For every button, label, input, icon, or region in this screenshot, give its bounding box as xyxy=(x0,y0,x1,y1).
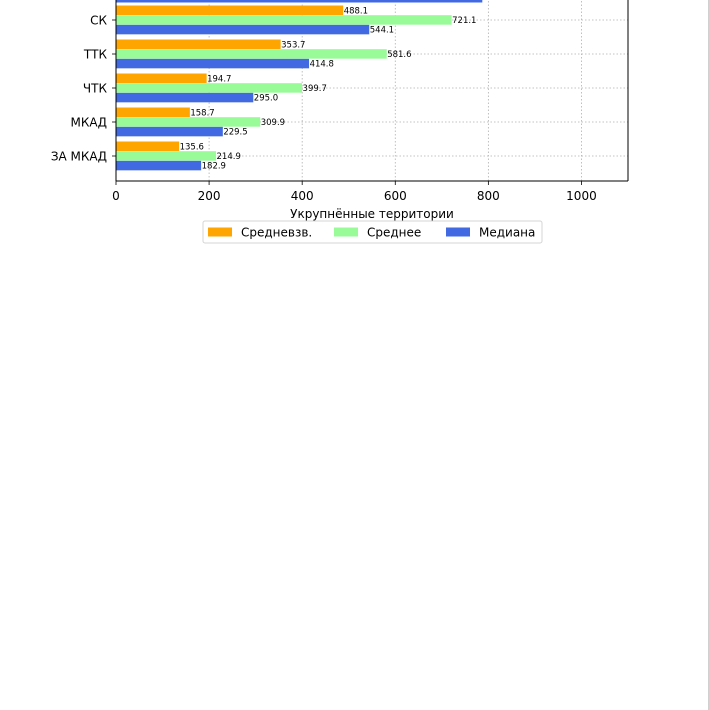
value-label: 194.7 xyxy=(207,74,231,84)
bar-3-4 xyxy=(116,126,223,137)
category-label: СК xyxy=(90,14,107,28)
category-label: ТТК xyxy=(83,48,108,62)
legend-label: Средневзв. xyxy=(241,226,312,240)
legend-label: Среднее xyxy=(367,226,421,240)
value-label: 721.1 xyxy=(452,16,476,26)
bar-2-4 xyxy=(116,117,261,127)
bar-3-5 xyxy=(116,160,202,171)
value-label: 399.7 xyxy=(303,84,327,94)
x-tick-label: 600 xyxy=(384,189,407,203)
bar-2-3 xyxy=(116,83,303,93)
bar-2-1 xyxy=(116,15,452,25)
bar-1-4 xyxy=(116,107,190,117)
x-tick-label: 400 xyxy=(291,189,314,203)
legend-swatch xyxy=(208,227,232,237)
value-label: 414.8 xyxy=(310,60,334,70)
x-tick-label: 1000 xyxy=(566,189,597,203)
value-label: 214.9 xyxy=(217,152,241,162)
value-label: 544.1 xyxy=(370,26,394,36)
legend: Средневзв. Среднее Медиана xyxy=(202,220,543,244)
x-tick-label: 0 xyxy=(112,189,120,203)
value-label: 309.9 xyxy=(261,118,285,128)
x-tick-label: 800 xyxy=(477,189,500,203)
bar-3-2 xyxy=(116,58,310,69)
legend-swatch xyxy=(334,227,358,237)
bar-2-5 xyxy=(116,151,217,161)
bar-1-2 xyxy=(116,39,281,49)
bar-1-1 xyxy=(116,5,344,15)
category-label: ЧТК xyxy=(83,82,108,96)
category-label: ЗА МКАД xyxy=(51,150,107,164)
value-label: 229.5 xyxy=(223,128,247,138)
value-label: 353.7 xyxy=(281,40,305,50)
bar-1-3 xyxy=(116,73,207,83)
x-tick-label: 200 xyxy=(198,189,221,203)
axes: СК ТТК ЧТК МКАД ЗА МКАД 0 200 400 600 800 1000 xyxy=(51,0,629,203)
category-label: МКАД xyxy=(71,116,107,130)
value-label: 488.1 xyxy=(344,6,368,16)
bar-partial-top xyxy=(116,0,483,3)
bar-3-1 xyxy=(116,24,370,35)
legend-swatch xyxy=(446,227,470,237)
bar-1-5 xyxy=(116,141,180,151)
bar-2-2 xyxy=(116,49,387,59)
bar-3-3 xyxy=(116,92,254,103)
value-labels: 488.1 721.1 544.1 353.7 581.6 414.8 194.7 399.7… xyxy=(180,6,477,171)
value-label: 182.9 xyxy=(202,162,226,172)
value-label: 135.6 xyxy=(180,142,204,152)
value-label: 295.0 xyxy=(254,94,278,104)
bars xyxy=(116,0,483,171)
legend-label: Медиана xyxy=(479,226,535,240)
legend-box xyxy=(202,220,543,244)
value-label: 158.7 xyxy=(190,108,214,118)
x-axis-title: Укрупнённые территории xyxy=(290,207,454,221)
value-label: 581.6 xyxy=(387,50,411,60)
